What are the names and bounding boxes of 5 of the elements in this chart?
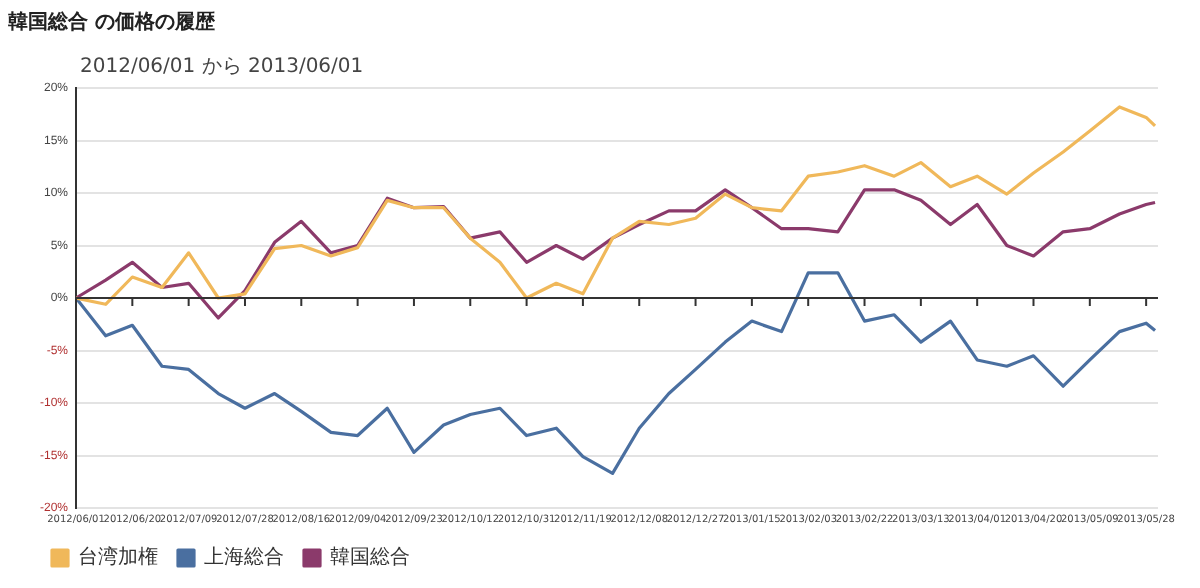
- legend-label: 上海総合: [204, 545, 284, 570]
- chart-subtitle: 2012/06/01 から 2013/06/01: [80, 54, 364, 80]
- chart-title: 韓国総合 の価格の履歴: [8, 9, 215, 36]
- legend-label: 台湾加権: [78, 545, 158, 570]
- legend-label: 韓国総合: [330, 545, 410, 570]
